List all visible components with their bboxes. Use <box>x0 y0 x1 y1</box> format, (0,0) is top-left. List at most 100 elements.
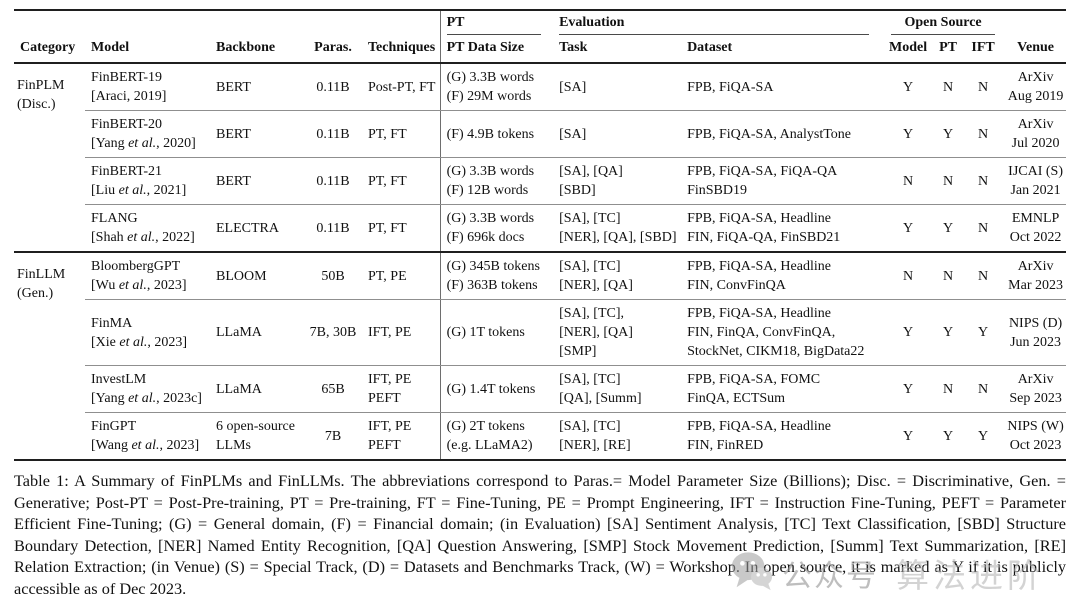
model-citation: [Yang et al., 2023c] <box>91 389 208 408</box>
model-citation: [Yang et al., 2020] <box>91 134 208 153</box>
model-citation: [Shah et al., 2022] <box>91 228 208 247</box>
table-row: FinBERT-20 [Yang et al., 2020] BERT 0.11B PT… <box>14 110 1067 158</box>
dataset-cell: FPB, FiQA-SA <box>681 63 882 111</box>
cell-line: FIN, ConvFinQA <box>687 278 786 293</box>
dataset-cell: FPB, FiQA-SA, Headline FIN, FinQA, ConvFi… <box>681 299 882 366</box>
cell-line: [QA], [Summ] <box>559 391 642 406</box>
spanner-evaluation: Evaluation <box>553 10 881 35</box>
cell-line: Sep 2023 <box>1009 391 1062 406</box>
os-ift-cell: N <box>961 157 1002 205</box>
header-dataset: Dataset <box>681 35 882 64</box>
cell-line: (G) 2T tokens <box>446 419 525 434</box>
cell-line: (F) 363B tokens <box>446 278 538 293</box>
pt-data-size-cell: (G) 3.3B words (F) 696k docs <box>439 204 554 252</box>
model-name: FinGPT <box>91 419 137 434</box>
backbone-cell: 6 open-source LLMs <box>210 413 300 461</box>
venue-cell: EMNLP Oct 2022 <box>1001 205 1066 253</box>
header-model: Model <box>85 35 210 64</box>
task-cell: [SA], [TC], [NER], [QA] [SMP] <box>553 299 682 366</box>
os-ift-cell: N <box>961 251 1002 300</box>
cell-line: [NER], [RE] <box>559 438 631 453</box>
os-ift-cell: Y <box>961 299 1002 366</box>
cell-line: FPB, FiQA-SA, Headline <box>687 306 831 321</box>
citation-etal: et al. <box>128 391 157 406</box>
citation-text: , 2023] <box>147 334 188 350</box>
header-os-ift: IFT <box>961 35 1002 64</box>
citation-text: [Xie <box>91 334 120 350</box>
cell-line: IJCAI (S) <box>1008 164 1063 179</box>
cell-line: IFT, PE <box>368 372 412 387</box>
citation-etal: et al. <box>131 438 160 453</box>
cell-line: EMNLP <box>1011 211 1060 226</box>
os-ift-cell: N <box>961 63 1002 111</box>
os-pt-cell: N <box>931 251 962 300</box>
header-os-model: Model <box>881 35 932 64</box>
cell-line: 6 open-source <box>216 419 295 434</box>
model-cell: BloombergGPT [Wu et al., 2023] <box>85 251 210 300</box>
header-category: Category <box>14 35 85 64</box>
model-name: BloombergGPT <box>91 259 181 274</box>
pt-data-size-cell: (G) 1.4T tokens <box>439 365 554 413</box>
cell-line: ArXiv <box>1017 117 1054 132</box>
os-model-cell: Y <box>881 299 932 366</box>
pt-data-size-cell: (G) 1T tokens <box>439 299 554 366</box>
cell-line: [SA], [TC] <box>559 419 621 434</box>
spanner-row: PT Evaluation Open Source <box>14 10 1066 35</box>
table-caption: Table 1: A Summary of FinPLMs and FinLLM… <box>14 471 1066 598</box>
cell-line: [SA], [TC] <box>559 372 621 387</box>
venue-cell: ArXiv Aug 2019 <box>1001 63 1067 111</box>
table-row: InvestLM [Yang et al., 2023c] LLaMA 65B IFT,… <box>14 365 1067 413</box>
header-venue: Venue <box>1001 35 1067 64</box>
task-cell: [SA] <box>553 110 682 158</box>
citation-text: [Liu <box>91 183 119 198</box>
os-pt-cell: Y <box>931 110 962 158</box>
model-cell: FinBERT-19 [Araci, 2019] <box>85 63 210 111</box>
cell-line: (F) 696k docs <box>446 230 525 245</box>
os-model-cell: N <box>881 157 932 205</box>
citation-text: [Yang <box>91 136 129 151</box>
spanner-pt-label: PT <box>446 13 542 35</box>
backbone-cell: LLaMA <box>210 365 300 413</box>
task-cell: [SA], [TC] [NER], [RE] <box>553 413 681 461</box>
citation-text: [Shah <box>91 230 128 245</box>
citation-text: , 2021] <box>146 183 187 198</box>
cell-line: [SA], [TC], <box>559 306 624 321</box>
cell-line: [SA] <box>559 79 587 95</box>
paras-cell: 50B <box>300 251 362 300</box>
table-row: FinBERT-21 [Liu et al., 2021] BERT 0.11B PT,… <box>14 157 1067 205</box>
table-row: FinPLM (Disc.) FinBERT-19 [Araci, 2019] BERT… <box>14 63 1067 112</box>
citation-etal: et al. <box>118 278 147 293</box>
model-name: FLANG <box>91 211 138 226</box>
cell-line: [NER], [QA] <box>559 278 633 293</box>
cell-line: PEFT <box>368 391 401 406</box>
cell-line: (G) 3.3B words <box>446 70 535 85</box>
backbone-cell: BERT <box>210 157 300 205</box>
model-cell: FinBERT-20 [Yang et al., 2020] <box>85 110 210 158</box>
backbone-cell: LLaMA <box>210 299 300 366</box>
cell-line: (e.g. LLaMA2) <box>446 438 533 453</box>
cell-line: FPB, FiQA-SA, AnalystTone <box>687 126 851 142</box>
cell-line: [SA] <box>559 126 587 142</box>
cell-line: IFT, PE <box>368 419 412 434</box>
header-techniques: Techniques <box>362 35 441 64</box>
os-ift-cell: N <box>961 365 1002 413</box>
cell-line: ArXiv <box>1017 70 1054 85</box>
pt-data-size-cell: (G) 2T tokens (e.g. LLaMA2) <box>439 412 554 460</box>
pt-data-size-cell: (G) 345B tokens (F) 363B tokens <box>439 251 554 300</box>
task-cell: [SA], [QA] [SBD] <box>553 157 682 205</box>
cell-line: [SMP] <box>559 344 597 359</box>
model-citation: [Liu et al., 2021] <box>91 181 208 200</box>
backbone-cell: BERT <box>210 110 300 158</box>
backbone-cell: BLOOM <box>210 251 300 300</box>
model-citation: [Araci, 2019] <box>91 87 208 106</box>
cell-line: BERT <box>216 126 251 142</box>
cell-line: [SBD] <box>559 183 596 198</box>
cell-line: FPB, FiQA-SA, Headline <box>687 211 831 226</box>
cell-line: StockNet, CIKM18, BigData22 <box>687 344 865 359</box>
venue-cell: ArXiv Sep 2023 <box>1001 365 1067 413</box>
techniques-cell: PT, FT <box>362 110 441 158</box>
model-cell: FinMA [Xie et al., 2023] <box>85 299 210 366</box>
cell-line: Aug 2019 <box>1007 89 1064 104</box>
os-model-cell: Y <box>903 220 914 236</box>
cell-line: (G) 3.3B words <box>446 211 535 226</box>
